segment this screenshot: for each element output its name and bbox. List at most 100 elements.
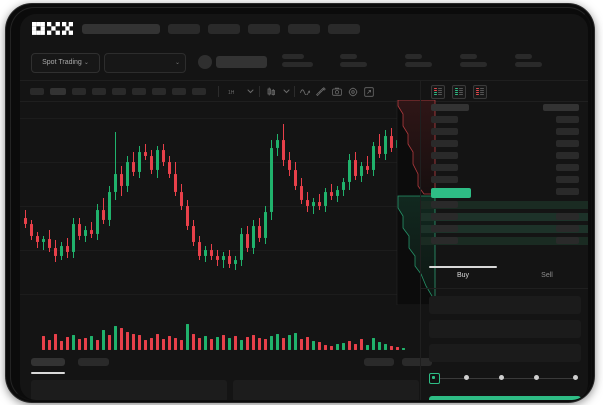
order-total-field[interactable]	[429, 344, 581, 362]
market-stat-value	[515, 62, 542, 67]
volume-bar	[366, 345, 369, 350]
timeframe-button[interactable]	[92, 88, 106, 95]
timeframe-button[interactable]	[192, 88, 206, 95]
bottom-action-1[interactable]	[364, 358, 394, 366]
chart-interval-select[interactable]: 1H	[226, 86, 240, 97]
volume-bar	[216, 337, 219, 350]
orderbook-bid-row[interactable]	[421, 213, 588, 221]
volume-bar	[90, 336, 93, 350]
slider-node[interactable]	[573, 375, 578, 380]
chevron-down-icon[interactable]	[246, 86, 254, 97]
timeframe-button-active[interactable]	[50, 88, 66, 95]
volume-bar	[348, 341, 351, 350]
tab-buy[interactable]: Buy	[456, 272, 470, 279]
volume-bar	[234, 336, 237, 350]
orderbook-ask-row[interactable]	[421, 128, 588, 136]
bottom-tab-bar	[20, 354, 432, 376]
volume-bar	[120, 328, 123, 350]
volume-bar	[312, 341, 315, 350]
tab-sell[interactable]: Sell	[541, 272, 553, 279]
orderbook-ask-row[interactable]	[421, 140, 588, 148]
volume-bar	[306, 337, 309, 350]
wave-indicator-icon[interactable]	[299, 86, 311, 97]
market-stat	[515, 54, 542, 67]
volume-bar	[276, 334, 279, 350]
orderbook-rows[interactable]	[421, 104, 588, 260]
volume-bar	[360, 339, 363, 350]
orderbook-bids-icon[interactable]	[452, 85, 466, 99]
timeframe-button[interactable]	[172, 88, 186, 95]
app-screen: Spot Trading ⌄ ⌄	[20, 14, 588, 400]
nav-item-6[interactable]	[328, 24, 360, 34]
order-price-field[interactable]	[429, 296, 581, 314]
market-stat-value	[340, 62, 367, 67]
volume-bar	[258, 338, 261, 350]
volume-bar	[222, 335, 225, 350]
volume-bar	[150, 338, 153, 350]
slider-node[interactable]	[464, 375, 469, 380]
volume-bar	[270, 336, 273, 350]
candlestick-chart[interactable]	[20, 100, 420, 305]
volume-bar	[264, 339, 267, 350]
chevron-down-icon[interactable]	[282, 86, 290, 97]
chart-type-icon[interactable]	[265, 86, 277, 97]
bottom-panel-left	[31, 380, 227, 400]
top-navigation-bar	[20, 14, 588, 44]
nav-item-3[interactable]	[208, 24, 240, 34]
chevron-down-icon: ⌄	[83, 60, 89, 66]
bottom-tab-1[interactable]	[31, 358, 65, 366]
orderbook-ask-row[interactable]	[421, 176, 588, 184]
volume-bar	[300, 339, 303, 350]
nav-item-5[interactable]	[288, 24, 320, 34]
orderbook-ask-row[interactable]	[421, 164, 588, 172]
volume-bar	[42, 336, 45, 350]
orderbook-ask-row[interactable]	[421, 116, 588, 124]
camera-icon[interactable]	[331, 86, 343, 97]
gear-icon[interactable]	[347, 86, 359, 97]
pencil-ruler-icon[interactable]	[315, 86, 327, 97]
bottom-action-2[interactable]	[402, 358, 432, 366]
market-stat-value	[460, 62, 487, 67]
trading-pair-select[interactable]: ⌄	[104, 53, 186, 73]
market-stat	[340, 54, 367, 67]
timeframe-button[interactable]	[132, 88, 146, 95]
orderbook-header-row[interactable]	[421, 104, 588, 112]
price-change-label	[282, 54, 304, 59]
toolbar-divider	[259, 86, 260, 97]
timeframe-button[interactable]	[30, 88, 44, 95]
okx-logo[interactable]	[32, 22, 73, 35]
volume-bar	[354, 344, 357, 350]
orderbook-asks-icon[interactable]	[473, 85, 487, 99]
orderbook-bid-row[interactable]	[421, 201, 588, 209]
orderbook-bid-row[interactable]	[421, 225, 588, 233]
nav-item-search[interactable]	[82, 24, 160, 34]
market-stat-label	[340, 54, 357, 59]
timeframe-button[interactable]	[112, 88, 126, 95]
slider-handle[interactable]	[429, 373, 440, 384]
volume-bar	[174, 338, 177, 350]
bottom-tab-2[interactable]	[78, 358, 109, 366]
volume-bar	[372, 338, 375, 350]
nav-item-2[interactable]	[168, 24, 200, 34]
place-buy-order-button[interactable]	[429, 396, 581, 400]
toolbar-divider	[218, 86, 219, 97]
timeframe-button[interactable]	[72, 88, 86, 95]
orderbook-both-icon[interactable]	[431, 85, 445, 99]
market-type-dropdown[interactable]: Spot Trading ⌄	[31, 53, 100, 73]
timeframe-button[interactable]	[152, 88, 166, 95]
orderbook-ask-row[interactable]	[421, 152, 588, 160]
expand-icon[interactable]	[363, 86, 375, 97]
orderbook-bid-row[interactable]	[421, 237, 588, 245]
nav-item-4[interactable]	[248, 24, 280, 34]
chart-gridline	[20, 206, 420, 207]
volume-bar	[282, 338, 285, 350]
slider-node[interactable]	[534, 375, 539, 380]
slider-node[interactable]	[499, 375, 504, 380]
order-amount-field[interactable]	[429, 320, 581, 338]
amount-percent-slider[interactable]	[429, 373, 581, 384]
volume-bar	[108, 335, 111, 350]
volume-bar	[204, 336, 207, 350]
volume-bar	[192, 334, 195, 350]
chart-gridline	[20, 162, 420, 163]
volume-bar	[390, 346, 393, 350]
